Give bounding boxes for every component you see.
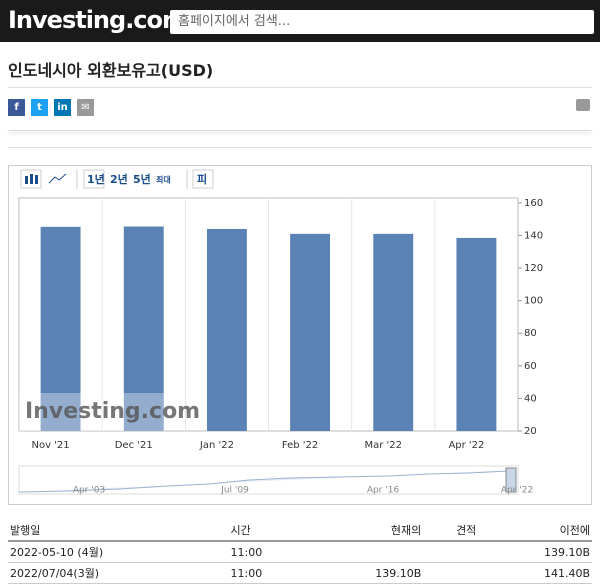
x-tick-label: Jan '22 [199, 440, 234, 451]
icon [35, 175, 38, 184]
bar [456, 237, 497, 431]
separator [8, 130, 592, 131]
table-cell: 139.10B [309, 562, 424, 584]
bar [206, 228, 247, 431]
column-header: 시간 [228, 520, 310, 542]
email-button[interactable]: ✉ [77, 99, 94, 116]
watermark-bg [19, 393, 165, 431]
navigator-handle[interactable] [505, 467, 517, 493]
y-tick-label: 40 [524, 393, 537, 404]
logo[interactable]: Investing.com [8, 6, 187, 34]
y-tick-label: 160 [524, 198, 543, 209]
top-bar: Investing.com 홈페이지에서 검색... [0, 0, 600, 42]
icon [30, 174, 33, 184]
y-tick-label: 100 [524, 296, 543, 307]
line-chart-button[interactable] [48, 173, 67, 184]
fib-button[interactable]: 피 [197, 172, 207, 186]
range-button[interactable]: 2년 [110, 172, 128, 186]
x-tick-label: Mar '22 [364, 440, 402, 451]
range-button[interactable]: 최대 [156, 175, 171, 185]
table-cell: 11:00 [228, 541, 310, 563]
separator [8, 87, 592, 88]
y-tick-label: 140 [524, 230, 543, 241]
x-tick-label: Nov '21 [31, 440, 69, 451]
data-table: 발행일 시간 현재의 견적 이전에 2022-05-10 (4월) 11:00 139.10… [8, 520, 592, 584]
navigator-label: Apr '16 [367, 486, 400, 496]
navigator-label: Apr '22 [501, 486, 533, 496]
watermark: Investing.com [25, 399, 200, 424]
table-cell: 2022/07/04(3월) [8, 562, 229, 584]
x-tick-label: Apr '22 [448, 440, 484, 451]
search-box[interactable]: 홈페이지에서 검색... [170, 10, 594, 34]
navigator-label: Apr '03 [73, 486, 105, 496]
column-header: 이전에 [478, 520, 592, 542]
linkedin-button[interactable]: in [54, 99, 71, 116]
table-cell: 11:00 [228, 562, 310, 584]
twitter-button[interactable]: t [31, 99, 48, 116]
table-cell [309, 541, 424, 563]
table-cell [423, 562, 479, 584]
x-tick-label: Feb '22 [282, 440, 318, 451]
table-cell: 139.10B [478, 541, 592, 563]
y-tick-label: 20 [524, 426, 537, 437]
table-cell [423, 541, 479, 563]
chart-box: 1년 2년 5년 최대 피 20 40 60 80 100 120 140 160 Nov '2… [8, 165, 592, 505]
y-tick-label: 80 [524, 328, 537, 339]
range-button[interactable]: 5년 [133, 172, 151, 186]
table-header: 발행일 시간 현재의 견적 이전에 [8, 520, 592, 542]
column-header: 발행일 [8, 520, 229, 542]
print-button[interactable] [576, 99, 590, 111]
range-button[interactable]: 1년 [87, 172, 105, 186]
table-row: 2022/07/04(3월) 11:00 139.10B 141.40B [8, 562, 592, 584]
bar [290, 233, 331, 431]
range-button-frame [83, 169, 105, 189]
navigator [18, 465, 519, 495]
x-tick-label: Dec '21 [115, 440, 153, 451]
navigator-series [18, 469, 515, 493]
table-row: 2022-05-10 (4월) 11:00 139.10B [8, 541, 592, 563]
bar [123, 226, 164, 431]
separator [8, 147, 592, 148]
table-cell: 2022-05-10 (4월) [8, 541, 229, 563]
table-cell: 141.40B [478, 562, 592, 584]
facebook-button[interactable]: f [8, 99, 25, 116]
column-header: 견적 [423, 520, 479, 542]
icon [25, 176, 28, 184]
bar [40, 226, 81, 431]
navigator-label: Jul '09 [220, 486, 249, 496]
bar-chart-button[interactable] [20, 169, 42, 189]
chart: 1년 2년 5년 최대 피 20 40 60 80 100 120 140 160 Nov '2… [18, 169, 543, 496]
bar [373, 233, 414, 431]
column-header: 현재의 [309, 520, 424, 542]
y-tick-label: 60 [524, 361, 537, 372]
fib-button-frame [192, 169, 214, 189]
y-tick-label: 120 [524, 263, 543, 274]
page-title: 인도네시아 외환보유고(USD) [8, 61, 214, 80]
